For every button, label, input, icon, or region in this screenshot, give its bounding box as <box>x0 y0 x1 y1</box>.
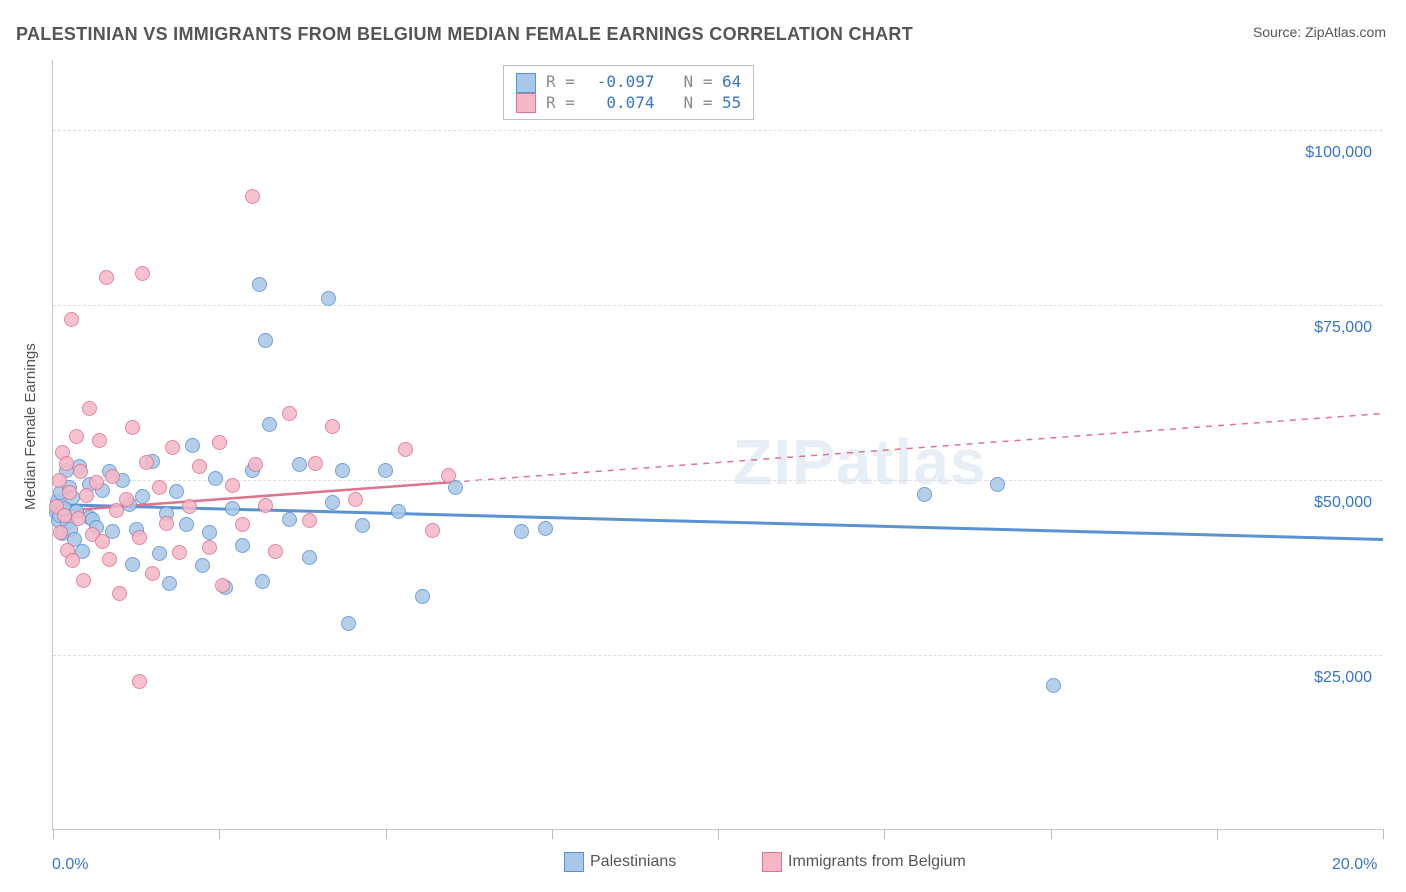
x-tick <box>884 829 885 839</box>
data-point-belgium <box>425 523 440 538</box>
data-point-palestinians <box>415 589 430 604</box>
data-point-belgium <box>192 459 207 474</box>
data-point-palestinians <box>202 525 217 540</box>
y-gridline <box>53 480 1382 481</box>
data-point-belgium <box>71 511 86 526</box>
y-axis-label: Median Female Earnings <box>22 343 39 510</box>
x-tick <box>1051 829 1052 839</box>
y-tick-label: $75,000 <box>1314 319 1372 337</box>
n-value: 64 <box>722 72 741 91</box>
data-point-belgium <box>152 480 167 495</box>
y-tick-label: $25,000 <box>1314 669 1372 687</box>
data-point-belgium <box>398 442 413 457</box>
data-point-belgium <box>89 475 104 490</box>
n-value: 55 <box>722 93 741 112</box>
data-point-palestinians <box>538 521 553 536</box>
data-point-palestinians <box>262 417 277 432</box>
legend-label: Palestinians <box>590 853 676 870</box>
data-point-palestinians <box>169 484 184 499</box>
x-tick-label: 0.0% <box>52 856 88 874</box>
data-point-belgium <box>139 455 154 470</box>
x-tick <box>1217 829 1218 839</box>
data-point-palestinians <box>135 489 150 504</box>
y-gridline <box>53 305 1382 306</box>
data-point-palestinians <box>325 495 340 510</box>
bottom-legend-palestinians: Palestinians <box>564 852 676 872</box>
r-value: 0.074 <box>585 93 655 112</box>
x-tick <box>386 829 387 839</box>
trend-line-palestinians <box>53 505 1383 540</box>
correlation-legend-box: R = -0.097 N = 64R = 0.074 N = 55 <box>503 65 754 120</box>
x-tick <box>219 829 220 839</box>
source-attribution: Source: ZipAtlas.com <box>1253 24 1386 40</box>
data-point-belgium <box>132 674 147 689</box>
x-tick <box>552 829 553 839</box>
data-point-belgium <box>302 513 317 528</box>
data-point-palestinians <box>152 546 167 561</box>
data-point-palestinians <box>258 333 273 348</box>
data-point-palestinians <box>162 576 177 591</box>
data-point-palestinians <box>378 463 393 478</box>
data-point-belgium <box>325 419 340 434</box>
x-tick-label: 20.0% <box>1332 856 1377 874</box>
r-value: -0.097 <box>585 72 655 91</box>
legend-label: Immigrants from Belgium <box>788 853 966 870</box>
data-point-palestinians <box>292 457 307 472</box>
data-point-belgium <box>182 499 197 514</box>
data-point-belgium <box>282 406 297 421</box>
y-gridline <box>53 130 1382 131</box>
bottom-legend-belgium: Immigrants from Belgium <box>762 852 966 872</box>
trend-line-dashed-belgium <box>452 414 1383 483</box>
data-point-palestinians <box>255 574 270 589</box>
n-label: N = <box>683 93 722 112</box>
n-label: N = <box>683 72 722 91</box>
data-point-palestinians <box>514 524 529 539</box>
data-point-belgium <box>212 435 227 450</box>
chart-container: PALESTINIAN VS IMMIGRANTS FROM BELGIUM M… <box>0 0 1406 892</box>
data-point-belgium <box>69 429 84 444</box>
y-gridline <box>53 655 1382 656</box>
plot-area: ZIPatlas R = -0.097 N = 64R = 0.074 N = … <box>52 60 1382 830</box>
data-point-palestinians <box>125 557 140 572</box>
data-point-palestinians <box>282 512 297 527</box>
x-tick <box>53 829 54 839</box>
data-point-palestinians <box>225 501 240 516</box>
data-point-belgium <box>99 270 114 285</box>
data-point-palestinians <box>252 277 267 292</box>
data-point-belgium <box>215 578 230 593</box>
data-point-palestinians <box>917 487 932 502</box>
data-point-belgium <box>112 586 127 601</box>
y-tick-label: $100,000 <box>1305 144 1372 162</box>
data-point-palestinians <box>195 558 210 573</box>
y-tick-label: $50,000 <box>1314 494 1372 512</box>
trend-lines <box>53 60 1383 830</box>
data-point-palestinians <box>990 477 1005 492</box>
data-point-palestinians <box>179 517 194 532</box>
data-point-belgium <box>119 492 134 507</box>
x-tick <box>718 829 719 839</box>
data-point-belgium <box>64 312 79 327</box>
legend-swatch-belgium <box>516 93 536 113</box>
data-point-palestinians <box>302 550 317 565</box>
data-point-belgium <box>172 545 187 560</box>
data-point-palestinians <box>321 291 336 306</box>
data-point-belgium <box>79 488 94 503</box>
data-point-palestinians <box>355 518 370 533</box>
data-point-belgium <box>132 530 147 545</box>
data-point-belgium <box>159 516 174 531</box>
legend-swatch-icon <box>564 852 584 872</box>
r-label: R = <box>546 72 585 91</box>
r-label: R = <box>546 93 585 112</box>
x-tick <box>1383 829 1384 839</box>
legend-swatch-icon <box>762 852 782 872</box>
correlation-row-palestinians: R = -0.097 N = 64 <box>516 72 741 93</box>
data-point-palestinians <box>185 438 200 453</box>
legend-swatch-palestinians <box>516 73 536 93</box>
data-point-palestinians <box>1046 678 1061 693</box>
correlation-row-belgium: R = 0.074 N = 55 <box>516 93 741 114</box>
chart-title: PALESTINIAN VS IMMIGRANTS FROM BELGIUM M… <box>16 24 913 45</box>
data-point-palestinians <box>235 538 250 553</box>
data-point-belgium <box>245 189 260 204</box>
data-point-belgium <box>145 566 160 581</box>
